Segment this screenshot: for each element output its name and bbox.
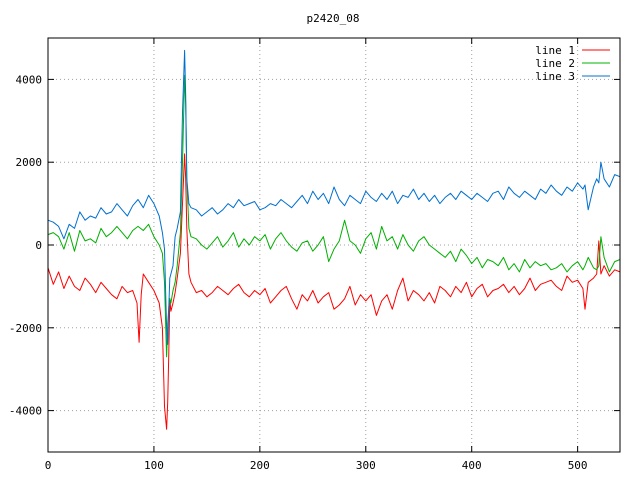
- series-line-2: [47, 74, 621, 358]
- series-line-3: [47, 49, 621, 345]
- y-tick-label: 2000: [16, 156, 43, 169]
- axis-ticks: 0 100 200 300 400 500 -4000 -2000 0 2000 4000: [9, 38, 620, 472]
- x-tick-label: 200: [250, 459, 270, 472]
- y-tick-label: -2000: [9, 322, 42, 335]
- y-tick-label: 0: [35, 239, 42, 252]
- plot-frame: [47, 37, 621, 453]
- series-group: [47, 49, 621, 430]
- legend-label-1: line 1: [535, 44, 575, 57]
- legend-label-3: line 3: [535, 70, 575, 83]
- x-tick-label: 300: [356, 459, 376, 472]
- x-tick-label: 400: [462, 459, 482, 472]
- grid: [48, 38, 620, 452]
- x-tick-label: 0: [45, 459, 52, 472]
- legend-label-2: line 2: [535, 57, 575, 70]
- series-line-1: [47, 153, 621, 430]
- x-tick-label: 100: [144, 459, 164, 472]
- chart-title: p2420_08: [307, 12, 360, 25]
- y-tick-label: -4000: [9, 405, 42, 418]
- x-tick-label: 500: [568, 459, 588, 472]
- y-tick-label: 4000: [16, 73, 43, 86]
